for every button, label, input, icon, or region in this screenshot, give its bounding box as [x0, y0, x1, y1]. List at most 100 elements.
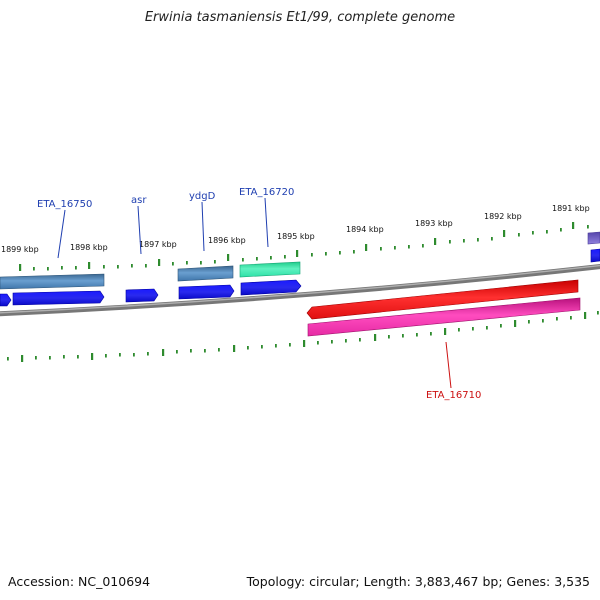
- gene-labels: ETA_16750 asr ydgD ETA_16720 ETA_16710: [37, 187, 481, 401]
- minor-tick: [422, 244, 424, 248]
- minor-tick: [242, 258, 244, 262]
- minor-tick: [394, 246, 396, 250]
- gene-eta16720-cds[interactable]: [240, 279, 302, 296]
- leader-asr: [137, 205, 142, 255]
- minor-tick: [218, 348, 220, 352]
- outer-ruler: [19, 222, 589, 271]
- major-tick: [374, 334, 377, 341]
- minor-tick: [186, 261, 188, 265]
- minor-tick: [560, 228, 562, 232]
- major-tick: [227, 254, 230, 261]
- minor-tick: [214, 260, 216, 264]
- minor-tick: [133, 353, 135, 357]
- gene-ydgd-forward[interactable]: [177, 265, 234, 282]
- accession-text: Accession: NC_010694: [8, 574, 151, 589]
- minor-tick: [500, 324, 502, 328]
- minor-tick: [331, 340, 333, 344]
- minor-tick: [275, 344, 277, 348]
- minor-tick: [532, 231, 534, 235]
- major-tick: [21, 355, 24, 362]
- gene-label-eta16750[interactable]: ETA_16750: [37, 199, 92, 210]
- minor-tick: [33, 267, 35, 271]
- minor-tick: [176, 350, 178, 354]
- gene-eta16710-reverse[interactable]: [307, 297, 581, 337]
- gene-eta16750-forward[interactable]: [0, 273, 105, 290]
- minor-tick: [105, 354, 107, 358]
- map-title: Erwinia tasmaniensis Et1/99, complete ge…: [144, 10, 456, 25]
- minor-tick: [325, 252, 327, 256]
- minor-tick: [556, 317, 558, 321]
- minor-tick: [63, 355, 65, 359]
- minor-tick: [147, 352, 149, 356]
- minor-tick: [597, 311, 599, 315]
- gene-label-asr[interactable]: asr: [131, 195, 147, 206]
- gene-arrow-left-edge[interactable]: [0, 293, 12, 307]
- minor-tick: [204, 349, 206, 353]
- minor-tick: [47, 267, 49, 271]
- minor-tick: [190, 349, 192, 353]
- gene-asr-cds[interactable]: [125, 288, 159, 303]
- minor-tick: [289, 343, 291, 347]
- ruler-label: 1893 kbp: [415, 219, 453, 228]
- major-tick: [303, 340, 306, 347]
- minor-tick: [380, 247, 382, 251]
- gene-edge-blue[interactable]: [590, 248, 600, 263]
- minor-tick: [345, 339, 347, 343]
- major-tick: [514, 320, 517, 327]
- leader-eta16710: [445, 341, 452, 389]
- minor-tick: [528, 320, 530, 324]
- minor-tick: [270, 256, 272, 260]
- leader-ydgd: [201, 201, 205, 252]
- minor-tick: [77, 355, 79, 359]
- minor-tick: [463, 239, 465, 243]
- minor-tick: [518, 233, 520, 237]
- minor-tick: [458, 328, 460, 332]
- major-tick: [444, 328, 447, 335]
- gene-eta16720-forward[interactable]: [239, 261, 301, 278]
- gene-label-ydgd[interactable]: ydgD: [189, 191, 216, 202]
- gene-label-eta16720[interactable]: ETA_16720: [239, 187, 294, 198]
- ruler-label: 1892 kbp: [484, 212, 522, 221]
- minor-tick: [131, 264, 133, 268]
- gene-label-eta16710[interactable]: ETA_16710: [426, 390, 481, 401]
- genome-backbone: [0, 264, 600, 317]
- gene-eta16750-cds[interactable]: [12, 290, 105, 306]
- minor-tick: [477, 238, 479, 242]
- gene-ydgd-cds[interactable]: [178, 284, 235, 300]
- major-tick: [162, 349, 165, 356]
- minor-tick: [284, 255, 286, 259]
- genome-backbone-highlight: [0, 264, 600, 314]
- minor-tick: [317, 341, 319, 345]
- major-tick: [365, 244, 368, 251]
- major-tick: [19, 264, 22, 271]
- major-tick: [434, 238, 437, 245]
- major-tick: [91, 353, 94, 360]
- minor-tick: [145, 264, 147, 268]
- minor-tick: [359, 338, 361, 342]
- minor-tick: [416, 333, 418, 337]
- minor-tick: [546, 230, 548, 234]
- minor-tick: [311, 253, 313, 257]
- minor-tick: [200, 261, 202, 265]
- minor-tick: [339, 251, 341, 255]
- minor-tick: [172, 262, 174, 266]
- minor-tick: [61, 266, 63, 270]
- inner-ruler: [7, 311, 599, 362]
- minor-tick: [75, 266, 77, 270]
- ruler-label: 1897 kbp: [139, 240, 177, 249]
- major-tick: [158, 259, 161, 266]
- minor-tick: [472, 327, 474, 331]
- leader-eta16750: [57, 209, 66, 259]
- ruler-label: 1895 kbp: [277, 232, 315, 241]
- minor-tick: [353, 250, 355, 254]
- minor-tick: [35, 356, 37, 360]
- minor-tick: [117, 265, 119, 269]
- ruler-label: 1898 kbp: [70, 243, 108, 252]
- minor-tick: [256, 257, 258, 261]
- major-tick: [584, 312, 587, 319]
- ruler-label: 1899 kbp: [1, 245, 39, 254]
- gene-edge-purple[interactable]: [587, 231, 600, 245]
- major-tick: [88, 262, 91, 269]
- gene-eta16710-cds[interactable]: [306, 279, 579, 320]
